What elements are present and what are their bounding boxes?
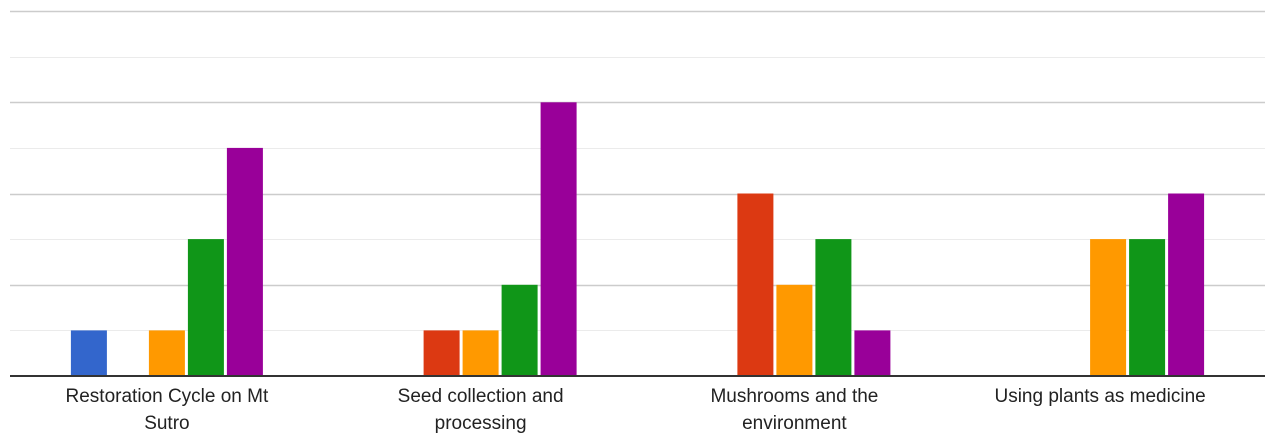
bar-series3-cat1[interactable] xyxy=(148,330,185,376)
bar-series3-cat2[interactable] xyxy=(462,330,499,376)
bar-series1-cat1[interactable] xyxy=(70,330,107,376)
bar-series5-cat2[interactable] xyxy=(540,102,577,377)
bar-series4-cat4[interactable] xyxy=(1129,239,1166,376)
x-tick-label-line: processing xyxy=(435,413,527,434)
bar-series4-cat1[interactable] xyxy=(187,239,224,376)
x-tick-label-line: environment xyxy=(742,413,847,434)
x-tick-label-3: Mushrooms and the environment xyxy=(710,386,878,434)
bar-series3-cat4[interactable] xyxy=(1090,239,1127,376)
x-tick-label-2: Seed collection and processing xyxy=(398,386,564,434)
x-tick-label-line: Seed collection and xyxy=(398,386,564,407)
x-tick-label-line: Restoration Cycle on Mt xyxy=(66,386,269,407)
x-tick-label-line: Mushrooms and the xyxy=(710,386,878,407)
x-tick-label-line: Sutro xyxy=(144,413,189,434)
bar-series5-cat3[interactable] xyxy=(854,330,891,376)
category-labels: Restoration Cycle on Mt Sutro Seed collect… xyxy=(66,386,1206,434)
bar-series5-cat1[interactable] xyxy=(226,147,263,376)
bar-series5-cat4[interactable] xyxy=(1168,193,1205,377)
x-tick-label-1: Restoration Cycle on Mt Sutro xyxy=(66,386,269,434)
bars xyxy=(70,102,1205,377)
x-tick-label-4: Using plants as medicine xyxy=(994,386,1205,407)
bar-series2-cat3[interactable] xyxy=(737,193,774,377)
x-tick-label-line: Using plants as medicine xyxy=(994,386,1205,407)
bar-series4-cat2[interactable] xyxy=(501,284,538,377)
bar-series2-cat2[interactable] xyxy=(423,330,460,376)
bar-series4-cat3[interactable] xyxy=(815,239,852,376)
bar-series3-cat3[interactable] xyxy=(776,284,813,377)
